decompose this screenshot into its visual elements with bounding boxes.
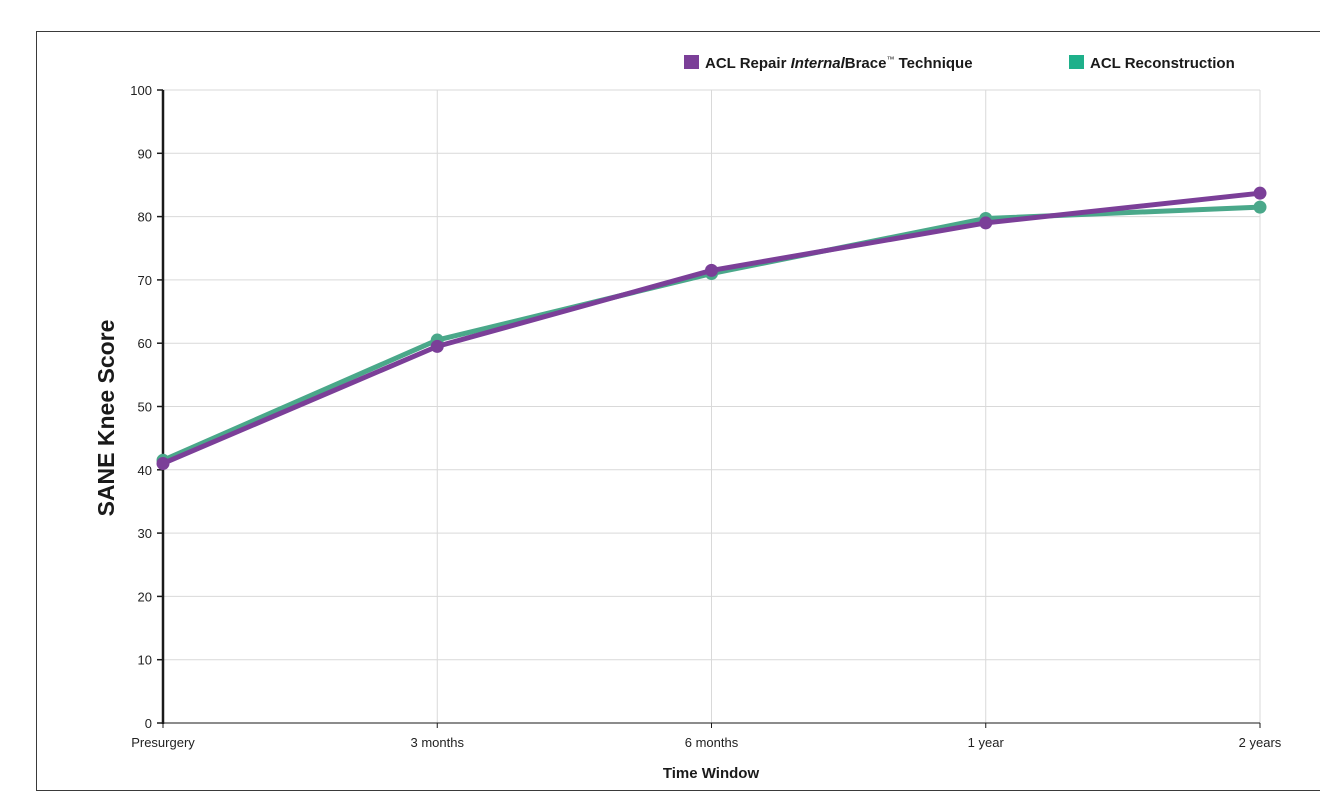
y-tick-label-80: 80 xyxy=(138,210,152,225)
y-tick-label-50: 50 xyxy=(138,400,152,415)
x-axis-title: Time Window xyxy=(663,765,760,778)
series-0-point-3 xyxy=(979,216,993,230)
y-axis-title: SANE Knee Score xyxy=(93,320,119,517)
x-tick-label-0: Presurgery xyxy=(131,735,195,750)
legend-swatch-acl-reconstruction xyxy=(1069,55,1084,69)
y-tick-label-60: 60 xyxy=(138,336,152,351)
x-tick-label-1: 3 months xyxy=(411,735,465,750)
x-tick-label-4: 2 years xyxy=(1239,735,1282,750)
y-tick-label-40: 40 xyxy=(138,463,152,478)
legend-swatch-acl-repair xyxy=(684,55,699,69)
legend: ACL Repair InternalBrace™ Technique ACL … xyxy=(684,55,1235,72)
y-tick-label-0: 0 xyxy=(145,716,152,731)
series-0-point-4 xyxy=(1253,186,1267,200)
y-tick-label-90: 90 xyxy=(138,146,152,161)
series-0-point-2 xyxy=(705,263,718,277)
y-tick-label-10: 10 xyxy=(138,653,152,668)
y-tick-label-70: 70 xyxy=(138,273,152,288)
y-tick-label-30: 30 xyxy=(138,526,152,541)
series-0-point-0 xyxy=(156,456,170,470)
y-tick-labels: 0 10 20 30 40 50 60 70 80 90 100 xyxy=(130,83,152,731)
x-tick-label-3: 1 year xyxy=(968,735,1005,750)
axes xyxy=(161,90,1260,724)
series-lines xyxy=(156,186,1267,470)
vertical-gridlines xyxy=(162,90,1261,728)
y-tick-label-20: 20 xyxy=(138,589,152,604)
y-tick-label-100: 100 xyxy=(130,83,152,98)
x-tick-labels: Presurgery 3 months 6 months 1 year 2 years xyxy=(131,735,1282,750)
legend-label-acl-repair: ACL Repair InternalBrace™ Technique xyxy=(705,55,973,72)
x-tick-label-2: 6 months xyxy=(685,735,739,750)
legend-label-acl-reconstruction: ACL Reconstruction xyxy=(1090,55,1235,72)
horizontal-gridlines xyxy=(157,89,1260,724)
series-1-point-4 xyxy=(1253,200,1267,214)
series-0-point-1 xyxy=(430,339,444,353)
